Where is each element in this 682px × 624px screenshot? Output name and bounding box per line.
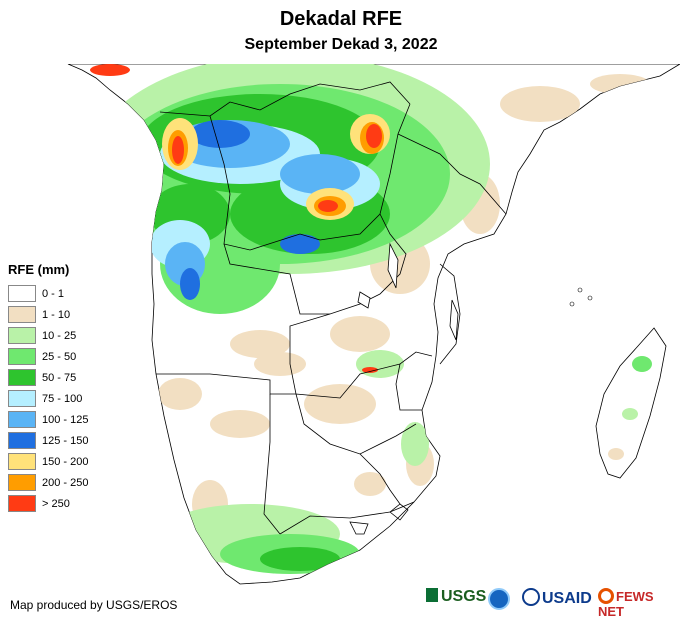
- map-canvas: [67, 63, 682, 585]
- comoros-islands: [569, 287, 593, 307]
- legend-row: 10 - 25: [8, 325, 88, 346]
- legend-label: 150 - 200: [42, 455, 89, 468]
- map-credit: Map produced by USGS/EROS: [10, 598, 178, 612]
- usaid-seal-icon: [522, 588, 540, 606]
- fews-logo-text: FEWS NET: [598, 589, 654, 619]
- legend-label: 125 - 150: [42, 434, 89, 447]
- rain-band-over-250: [90, 64, 382, 373]
- legend-label: 0 - 1: [42, 287, 65, 300]
- legend-label: > 250: [42, 497, 70, 510]
- legend-swatch: [8, 411, 36, 428]
- legend-label: 75 - 100: [42, 392, 83, 405]
- usgs-logo: USGS: [426, 588, 486, 606]
- rainfall-field: [90, 64, 650, 578]
- legend-swatch: [8, 327, 36, 344]
- legend-label: 100 - 125: [42, 413, 89, 426]
- noaa-logo-icon: [488, 588, 510, 610]
- legend-row: 75 - 100: [8, 388, 88, 409]
- legend-swatch: [8, 432, 36, 449]
- legend-swatch: [8, 348, 36, 365]
- legend-swatch: [8, 495, 36, 512]
- fews-ring-icon: [598, 588, 614, 604]
- legend-label: 50 - 75: [42, 371, 77, 384]
- rain-band-1-10: [158, 74, 650, 528]
- lakes: [357, 242, 459, 341]
- map-subtitle: September Dekad 3, 2022: [244, 36, 438, 53]
- legend-row: 25 - 50: [8, 346, 88, 367]
- legend-row: 100 - 125: [8, 409, 88, 430]
- usaid-logo: USAID: [522, 588, 592, 608]
- legend-rows: 0 - 1 1 - 10 10 - 25 25 - 50 50 - 75 75 - 100…: [8, 283, 88, 514]
- legend-swatch: [8, 285, 36, 302]
- legend-row: 50 - 75: [8, 367, 88, 388]
- usgs-mark-icon: [426, 588, 438, 602]
- madagascar-rain: [608, 356, 652, 460]
- legend-swatch: [8, 306, 36, 323]
- legend-swatch: [8, 474, 36, 491]
- legend-swatch: [8, 369, 36, 386]
- madagascar-island: [595, 327, 667, 479]
- legend-row: 125 - 150: [8, 430, 88, 451]
- legend-label: 1 - 10: [42, 308, 71, 321]
- legend: RFE (mm) 0 - 1 1 - 10 10 - 25 25 - 50 50 - 7…: [8, 262, 88, 514]
- legend-row: 150 - 200: [8, 451, 88, 472]
- country-borders: [156, 81, 507, 535]
- fews-net-logo: FEWS NET: [598, 588, 678, 619]
- legend-row: > 250: [8, 493, 88, 514]
- legend-title: RFE (mm): [8, 262, 70, 277]
- legend-swatch: [8, 390, 36, 407]
- partner-logos: USGS USAID FEWS NET: [420, 582, 678, 619]
- legend-label: 10 - 25: [42, 329, 77, 342]
- legend-label: 200 - 250: [42, 476, 89, 489]
- legend-row: 0 - 1: [8, 283, 88, 304]
- legend-row: 1 - 10: [8, 304, 88, 325]
- map-title: Dekadal RFE: [279, 8, 403, 30]
- usaid-logo-text: USAID: [542, 590, 592, 607]
- legend-row: 200 - 250: [8, 472, 88, 493]
- legend-label: 25 - 50: [42, 350, 77, 363]
- usgs-logo-text: USGS: [441, 588, 487, 605]
- legend-swatch: [8, 453, 36, 470]
- rainfall-map: [60, 63, 682, 614]
